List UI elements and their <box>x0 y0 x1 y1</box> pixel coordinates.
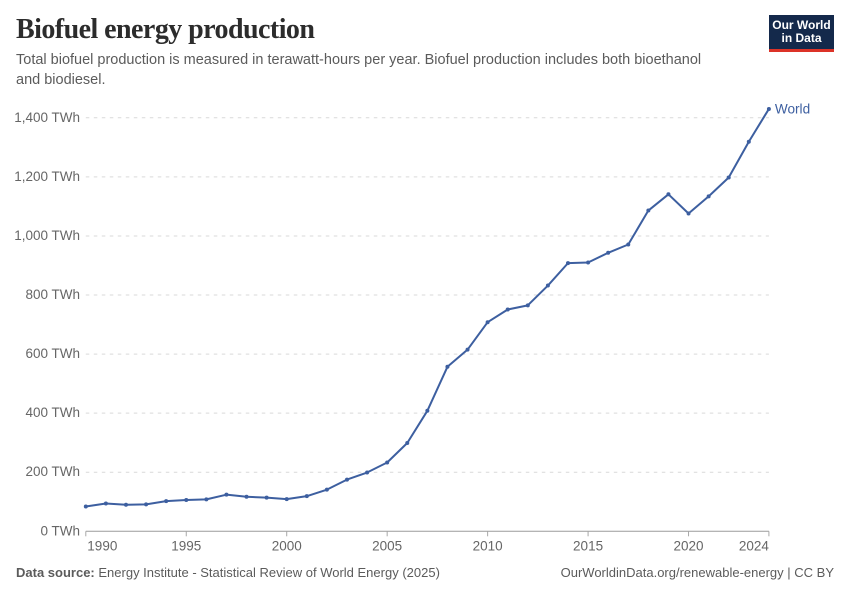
data-point-1994[interactable] <box>164 499 169 504</box>
x-tick-label: 2024 <box>739 539 770 554</box>
chart-subtitle: Total biofuel production is measured in … <box>16 51 702 89</box>
data-point-2015[interactable] <box>586 260 591 265</box>
data-source-note: Data source: Energy Institute - Statisti… <box>16 565 440 580</box>
data-point-2000[interactable] <box>284 497 289 502</box>
data-point-2009[interactable] <box>465 347 470 352</box>
data-point-2014[interactable] <box>565 261 570 266</box>
series-line-world[interactable] <box>84 107 770 508</box>
data-point-2018[interactable] <box>646 208 651 213</box>
owid-logo[interactable]: Our World in Data <box>769 15 834 52</box>
y-tick-label: 0 TWh <box>40 523 80 538</box>
owid-logo-line1: Our World <box>772 18 831 32</box>
data-point-1992[interactable] <box>123 502 128 507</box>
y-tick-label: 200 TWh <box>25 464 80 479</box>
data-point-1999[interactable] <box>264 495 269 500</box>
y-tick-label: 800 TWh <box>25 287 80 302</box>
data-point-2002[interactable] <box>324 487 329 492</box>
x-tick-label: 2005 <box>372 539 402 554</box>
x-tick-label: 2015 <box>573 539 603 554</box>
data-point-1991[interactable] <box>103 501 108 506</box>
data-point-2021[interactable] <box>706 194 711 199</box>
data-source-value: Energy Institute - Statistical Review of… <box>98 564 440 580</box>
data-point-2010[interactable] <box>485 320 490 325</box>
data-point-1997[interactable] <box>224 492 229 497</box>
data-point-2019[interactable] <box>666 192 671 197</box>
data-point-1995[interactable] <box>184 497 189 502</box>
data-point-2007[interactable] <box>425 408 430 413</box>
data-point-2022[interactable] <box>726 175 731 180</box>
data-point-2024[interactable] <box>766 106 771 111</box>
data-point-2011[interactable] <box>505 307 510 312</box>
attribution-note[interactable]: OurWorldinData.org/renewable-energy | CC… <box>560 564 834 580</box>
y-tick-label: 1,400 TWh <box>14 110 80 125</box>
data-point-2004[interactable] <box>365 470 370 475</box>
y-tick-label: 400 TWh <box>25 405 80 420</box>
y-tick-label: 600 TWh <box>25 346 80 361</box>
data-point-2013[interactable] <box>545 283 550 288</box>
data-point-1998[interactable] <box>244 494 249 499</box>
data-point-2023[interactable] <box>746 139 751 144</box>
x-tick-label: 1995 <box>171 539 201 554</box>
data-point-1990[interactable] <box>83 504 88 509</box>
x-tick-label: 2020 <box>674 539 704 554</box>
y-tick-label: 1,200 TWh <box>14 169 80 184</box>
data-point-1993[interactable] <box>144 502 149 507</box>
data-point-2001[interactable] <box>304 494 309 499</box>
data-point-2005[interactable] <box>385 460 390 465</box>
data-source-label: Data source: <box>16 564 95 580</box>
data-point-2008[interactable] <box>445 364 450 369</box>
x-tick-label: 2000 <box>272 539 302 554</box>
data-point-2003[interactable] <box>344 477 349 482</box>
data-point-2016[interactable] <box>606 250 611 255</box>
data-point-2012[interactable] <box>525 303 530 308</box>
y-tick-label: 1,000 TWh <box>14 228 80 243</box>
data-point-2017[interactable] <box>626 242 631 247</box>
chart-footer: Data source: Energy Institute - Statisti… <box>16 565 834 580</box>
chart-title: Biofuel energy production <box>16 13 315 45</box>
x-tick-label: 1990 <box>87 539 117 554</box>
owid-logo-line2: in Data <box>781 31 822 45</box>
x-tick-label: 2010 <box>473 539 503 554</box>
data-point-2006[interactable] <box>405 440 410 445</box>
data-point-2020[interactable] <box>686 211 691 216</box>
series-label-world[interactable]: World <box>775 102 810 117</box>
data-point-1996[interactable] <box>204 497 209 502</box>
